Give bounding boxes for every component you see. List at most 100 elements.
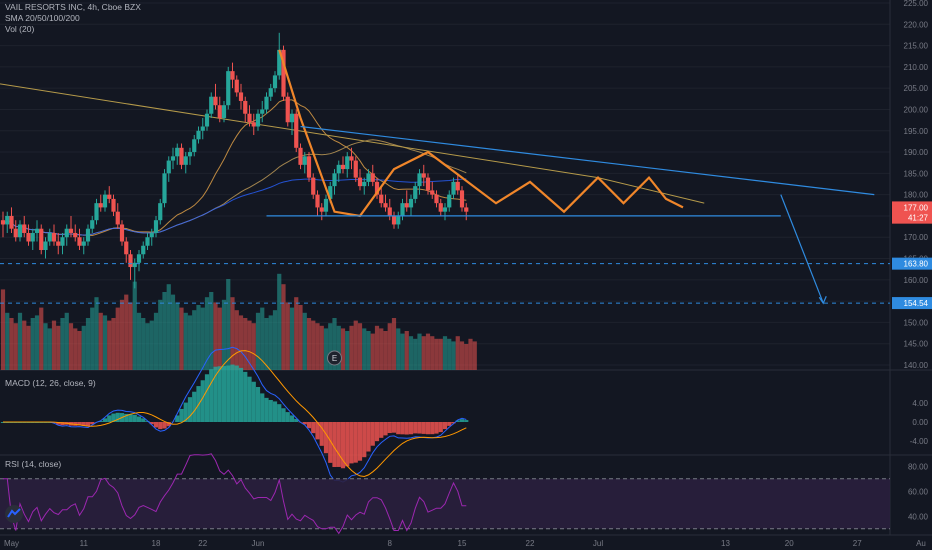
macd-histogram-bar bbox=[417, 422, 422, 434]
price-tick-label: 190.00 bbox=[904, 148, 929, 157]
volume-bar bbox=[81, 325, 86, 370]
macd-histogram-bar bbox=[230, 364, 235, 422]
volume-bar bbox=[115, 307, 120, 370]
volume-bar bbox=[68, 323, 74, 370]
volume-bar bbox=[391, 318, 397, 370]
macd-histogram-bar bbox=[136, 416, 142, 422]
macd-histogram-bar bbox=[56, 422, 61, 425]
volume-bar bbox=[230, 297, 235, 370]
macd-histogram-bar bbox=[81, 422, 86, 426]
candle-body bbox=[319, 207, 324, 212]
symbol-title[interactable]: VAIL RESORTS INC, 4h, Cboe BZX bbox=[5, 2, 141, 12]
macd-histogram-bar bbox=[166, 422, 171, 427]
macd-histogram-bar bbox=[277, 404, 282, 422]
macd-title[interactable]: MACD (12, 26, close, 9) bbox=[5, 378, 96, 388]
macd-histogram-bar bbox=[85, 422, 91, 427]
candle-body bbox=[230, 71, 235, 80]
time-axis[interactable]: May 11 18 22 Jun 8 15 22 Jul 13 20 27 Au bbox=[4, 539, 926, 548]
volume-bar bbox=[421, 336, 426, 370]
volume-bar bbox=[353, 320, 358, 370]
candle-body bbox=[153, 220, 159, 233]
candle-body bbox=[340, 164, 346, 170]
macd-histogram-bar bbox=[366, 422, 371, 452]
macd-tick-label: 0.00 bbox=[912, 418, 928, 427]
rsi-tick-label: 80.00 bbox=[908, 462, 929, 471]
volume-bar bbox=[264, 318, 269, 370]
candle-body bbox=[425, 177, 431, 191]
volume-bar bbox=[379, 328, 384, 370]
volume-bar bbox=[374, 325, 380, 370]
volume-bar bbox=[340, 328, 346, 370]
candle-body bbox=[306, 156, 312, 178]
time-tick-label: 20 bbox=[785, 539, 794, 548]
macd-histogram-bar bbox=[124, 413, 129, 422]
orange-zigzag-line bbox=[278, 49, 684, 218]
macd-histogram-bar bbox=[391, 422, 397, 433]
candle-body bbox=[132, 262, 137, 268]
macd-histogram-bar bbox=[294, 418, 299, 422]
sma-legend[interactable]: SMA 20/50/100/200 bbox=[5, 13, 80, 23]
volume-bar bbox=[404, 331, 409, 370]
candle-body bbox=[77, 237, 82, 246]
macd-histogram-bar bbox=[430, 422, 435, 435]
time-tick-label: 18 bbox=[152, 539, 161, 548]
pattern-overlays: E bbox=[0, 49, 890, 366]
macd-histogram-bar bbox=[323, 422, 329, 454]
candle-body bbox=[434, 194, 439, 204]
time-tick-label: May bbox=[4, 539, 19, 548]
candle-body bbox=[400, 203, 405, 216]
volume-bar bbox=[119, 299, 125, 370]
candle-body bbox=[187, 152, 193, 157]
candle-body bbox=[255, 113, 261, 127]
macd-histogram-bar bbox=[60, 422, 65, 426]
vol-legend[interactable]: Vol (20) bbox=[5, 24, 35, 34]
candle-body bbox=[353, 160, 358, 178]
macd-histogram-bar bbox=[319, 422, 324, 446]
earnings-marker bbox=[327, 350, 342, 366]
candle-body bbox=[119, 224, 125, 242]
macd-histogram-bar bbox=[107, 415, 112, 422]
candle-body bbox=[302, 156, 307, 165]
candle-body bbox=[5, 215, 10, 225]
rsi-title[interactable]: RSI (14, close) bbox=[5, 459, 62, 469]
candle-body bbox=[47, 232, 52, 242]
candle-body bbox=[102, 194, 108, 208]
candle-body bbox=[277, 49, 282, 76]
candle-body bbox=[251, 122, 256, 127]
price-axis[interactable]: 140.00145.00150.00155.00160.00165.00170.… bbox=[892, 0, 932, 370]
volume-bar bbox=[26, 325, 31, 370]
candle-body bbox=[136, 254, 142, 263]
candle-body bbox=[357, 177, 363, 187]
candle-body bbox=[464, 207, 469, 212]
volume-bar bbox=[30, 318, 35, 370]
macd-histogram-bar bbox=[217, 366, 222, 422]
macd-histogram-bar bbox=[243, 371, 248, 422]
candle-body bbox=[30, 232, 35, 242]
volume-bar bbox=[98, 312, 103, 370]
macd-histogram-bar bbox=[149, 422, 154, 425]
volume-bar bbox=[204, 297, 210, 370]
rsi-tick-label: 40.00 bbox=[908, 512, 929, 521]
macd-histogram-bar bbox=[425, 422, 431, 435]
macd-histogram-bar bbox=[306, 422, 312, 429]
macd-histogram-bar bbox=[400, 422, 405, 435]
price-tick-label: 140.00 bbox=[904, 361, 929, 370]
price-tick-label: 145.00 bbox=[904, 340, 929, 349]
volume-bar bbox=[370, 333, 375, 370]
volume-bar bbox=[221, 299, 227, 370]
volume-bar bbox=[438, 338, 443, 370]
volume-bar bbox=[13, 323, 18, 370]
price-tag-label: 163.80 bbox=[904, 260, 929, 269]
volume-bar bbox=[170, 294, 176, 370]
volume-bar bbox=[289, 307, 295, 370]
candle-body bbox=[68, 228, 74, 233]
candle-body bbox=[158, 203, 163, 221]
volume-bar bbox=[345, 331, 350, 370]
macd-histogram-bar bbox=[111, 413, 116, 422]
macd-histogram-bar bbox=[455, 420, 460, 422]
candles bbox=[0, 32, 469, 289]
volume-bar bbox=[47, 328, 52, 370]
candle-body bbox=[459, 190, 465, 208]
